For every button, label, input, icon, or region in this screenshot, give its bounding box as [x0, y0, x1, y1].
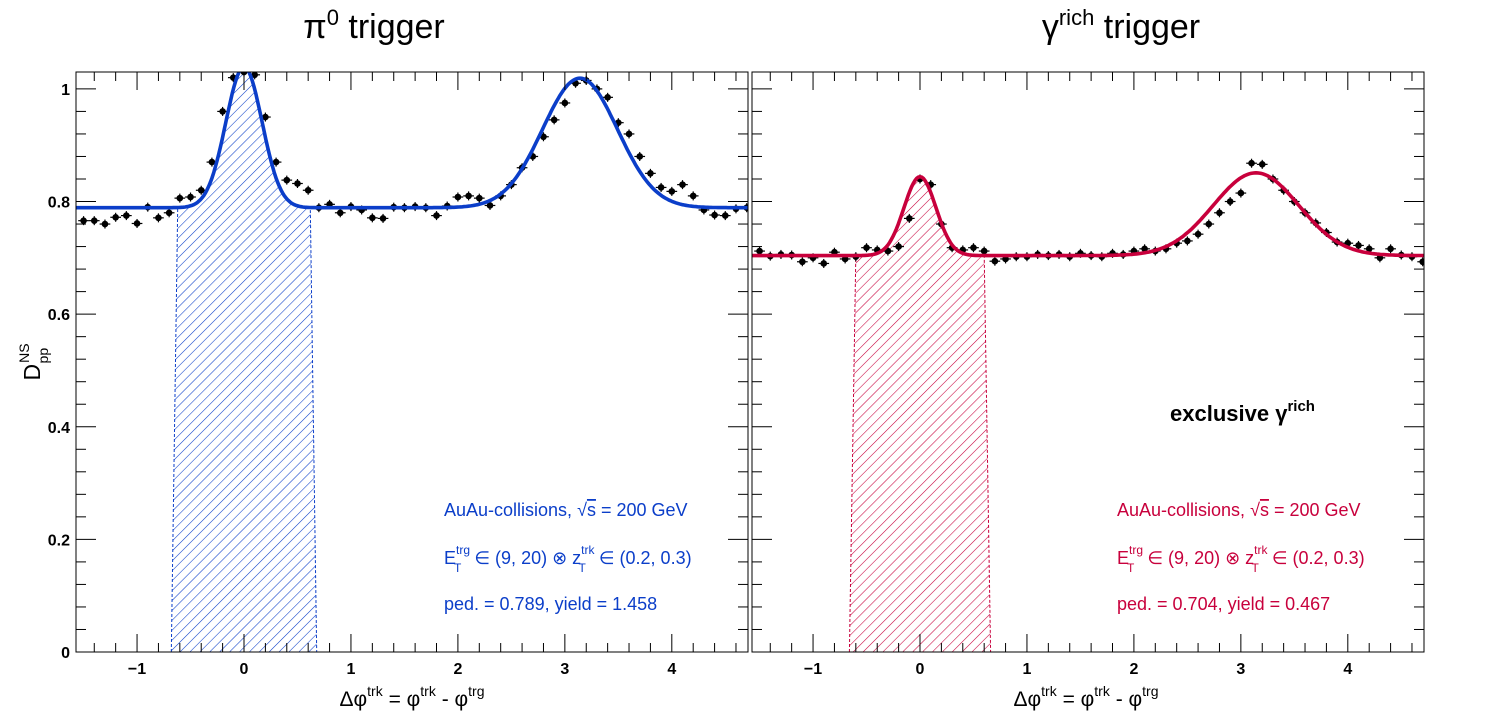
left-data-point: [302, 185, 314, 195]
left-data-point: [634, 151, 646, 161]
right-x-tick-label: −1: [804, 661, 822, 678]
left-x-axis-title: Δφtrk = φtrk - φtrg: [340, 683, 485, 711]
left-data-point: [121, 211, 132, 221]
right-data-point: [968, 243, 979, 253]
right-data-point: [1246, 158, 1257, 168]
left-x-tick-label: 2: [453, 661, 462, 678]
left-annotation: AuAu-collisions, √s = 200 GeV Etrg T ∈ (9…: [444, 500, 692, 614]
left-data-point: [366, 213, 378, 223]
right-data-point: [1417, 257, 1424, 267]
left-data-point: [206, 157, 218, 167]
left-data-point: [431, 211, 442, 221]
right-data-point: [1214, 208, 1225, 218]
right-data-point: [989, 256, 1001, 266]
left-data-point: [452, 192, 464, 202]
right-x-tick-label: 1: [1022, 661, 1031, 678]
right-annotation-exclusive: exclusive γrich: [1170, 398, 1315, 426]
left-data-point: [559, 98, 571, 108]
right-annotation: AuAu-collisions, √s = 200 GeV Etrg T ∈ (9…: [1117, 500, 1365, 614]
left-data-point: [281, 175, 293, 185]
left-data-point: [463, 191, 474, 201]
right-data-point: [1353, 240, 1364, 250]
right-data-point: [903, 213, 915, 223]
right-x-tick-label: 4: [1343, 661, 1352, 678]
left-x-tick-label: 3: [560, 661, 569, 678]
left-data-point: [174, 193, 186, 203]
right-data-point: [1256, 159, 1268, 169]
left-data-point: [377, 213, 389, 223]
left-data-point: [163, 208, 175, 218]
right-annotation-line2: Etrg T ∈ (9, 20) ⊗ ztrk T ∈ (0.2, 0.3): [1117, 543, 1365, 575]
right-data-point: [1203, 219, 1215, 229]
right-fit-curve: [752, 170, 1424, 258]
left-data-point: [131, 218, 143, 228]
left-data-point: [548, 115, 560, 125]
y-tick-label: 0.4: [48, 420, 70, 437]
right-plot-area: −1 0 1 2 3 4: [751, 71, 1425, 678]
right-data-point: [1385, 244, 1396, 254]
left-data-point: [666, 186, 678, 196]
left-plot-frame: [75, 71, 749, 653]
y-tick-label: 0: [61, 645, 70, 662]
right-data-point: [1235, 188, 1247, 198]
left-x-tick-label: 0: [240, 661, 249, 678]
right-x-tick-label: 3: [1236, 661, 1245, 678]
left-data-point: [195, 185, 207, 195]
left-data-point: [334, 208, 346, 218]
left-data-point: [185, 192, 196, 202]
left-data-point: [709, 210, 720, 220]
right-panel: γrich trigger −1 0 1 2 3 4 Δφtrk = φtrk - φtr…: [751, 5, 1425, 711]
right-x-tick-label: 0: [916, 661, 925, 678]
left-data-point: [655, 182, 667, 192]
left-data-point: [677, 180, 688, 190]
left-panel: π0 trigger −1 0 1 2 3 4 0 0.2 0.4 0.6 0.8 1 Δφtrk =…: [16, 5, 749, 711]
right-annotation-line1: AuAu-collisions, √s = 200 GeV: [1117, 500, 1361, 520]
left-near-side-yield-region: [170, 72, 318, 652]
left-annotation-line3: ped. = 0.789, yield = 1.458: [444, 594, 657, 614]
left-data-point: [217, 106, 228, 116]
left-plot-area: −1 0 1 2 3 4 0 0.2 0.4 0.6 0.8 1: [48, 71, 749, 678]
right-data-point: [1182, 236, 1193, 246]
right-plot-frame: [751, 71, 1425, 653]
left-data-point: [719, 211, 731, 221]
left-fit-curve: [76, 72, 748, 210]
y-tick-label: 0.8: [48, 195, 70, 212]
left-data-point: [110, 212, 122, 222]
left-data-point: [473, 193, 485, 203]
right-data-point: [818, 258, 830, 268]
left-data-point: [99, 219, 111, 229]
left-data-point: [645, 168, 656, 178]
y-tick-label: 1: [61, 82, 70, 99]
y-axis-title: DNS pp: [16, 343, 51, 380]
left-x-tick-label: 1: [346, 661, 355, 678]
left-x-tick-label: 4: [667, 661, 676, 678]
left-title: π0 trigger: [303, 5, 445, 46]
right-data-point: [861, 243, 872, 253]
left-x-tick-label: −1: [128, 661, 146, 678]
left-data-point: [687, 191, 699, 201]
left-data-point: [292, 178, 303, 188]
right-x-axis-title: Δφtrk = φtrk - φtrg: [1014, 683, 1159, 711]
right-x-tick-label: 2: [1129, 661, 1138, 678]
right-data-point: [893, 242, 904, 252]
right-title: γrich trigger: [1042, 5, 1200, 46]
left-annotation-line1: AuAu-collisions, √s = 200 GeV: [444, 500, 688, 520]
right-annotation-line3: ped. = 0.704, yield = 0.467: [1117, 594, 1330, 614]
right-data-point: [797, 257, 808, 267]
right-data-point: [1224, 197, 1236, 207]
left-data-point: [602, 92, 613, 102]
left-data-point: [153, 213, 164, 223]
y-tick-label: 0.2: [48, 532, 70, 549]
y-tick-label: 0.6: [48, 307, 70, 324]
right-data-point: [1192, 229, 1204, 239]
left-annotation-line2: Etrg T ∈ (9, 20) ⊗ ztrk T ∈ (0.2, 0.3): [444, 543, 692, 575]
left-data-point: [88, 216, 100, 226]
left-data-point: [623, 129, 635, 139]
